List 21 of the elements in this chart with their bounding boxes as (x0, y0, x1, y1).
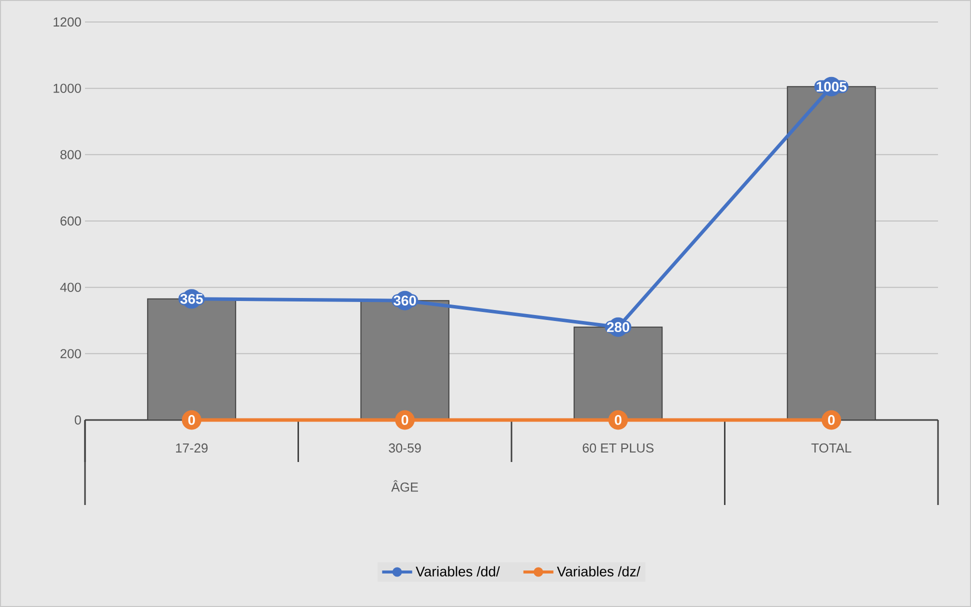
y-tick-label: 1200 (54, 17, 81, 27)
data-label: 0 (188, 415, 195, 425)
data-label: 365 (180, 294, 203, 304)
x-tick-label: 30-59 (388, 443, 421, 453)
legend-label: Variables /dd/ (416, 566, 500, 576)
data-label: 0 (614, 415, 622, 425)
data-label: 360 (394, 296, 416, 306)
x-tick-label: 17-29 (176, 443, 208, 453)
y-tick-label: 800 (60, 150, 81, 160)
data-label: 0 (828, 415, 835, 425)
data-label: 0 (402, 415, 408, 425)
legend-label: Variables /dz/ (556, 566, 640, 576)
x-tick-label: 60 ET PLUS (582, 443, 654, 453)
y-tick-label: 1000 (54, 84, 81, 93)
y-tick-label: 600 (60, 216, 81, 226)
y-tick-label: 200 (60, 349, 81, 358)
y-tick-label: 0 (74, 415, 81, 425)
data-label: 280 (606, 322, 630, 332)
y-tick-label: 400 (60, 282, 81, 292)
x-tick-label: TOTAL (811, 443, 852, 453)
x-axis-title: ÂGE (391, 480, 418, 492)
